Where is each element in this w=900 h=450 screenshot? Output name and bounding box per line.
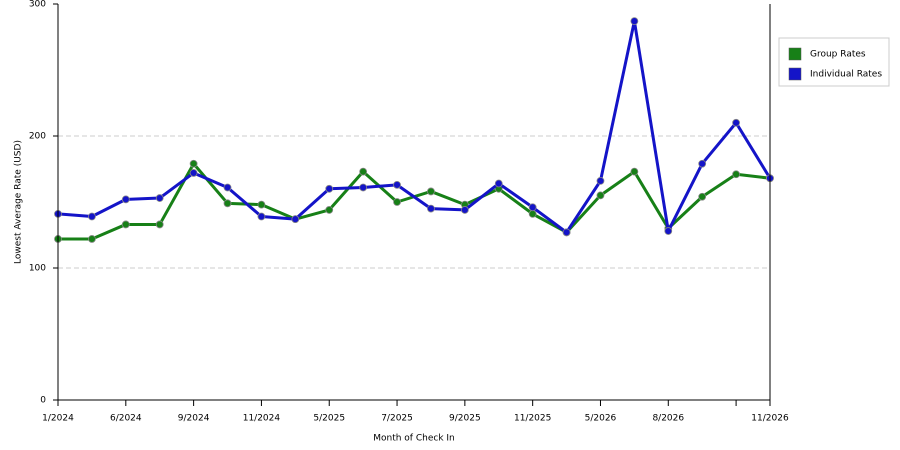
data-point: [223, 199, 232, 208]
series-line: [57, 19, 772, 234]
data-point: [88, 212, 96, 221]
data-point: [88, 235, 96, 243]
data-point: [630, 167, 639, 176]
data-point: [393, 198, 401, 206]
data-point: [359, 183, 368, 192]
x-tick-label: 6/2024: [110, 414, 142, 424]
data-point: [189, 159, 198, 168]
plot: [54, 17, 774, 243]
data-point: [596, 191, 605, 200]
data-point: [325, 206, 334, 214]
x-tick-label: 1/2024: [42, 414, 74, 424]
data-point: [596, 176, 605, 185]
x-tick-label: 9/2024: [178, 414, 210, 424]
data-point: [732, 170, 740, 179]
x-tick-label: 5/2025: [313, 414, 345, 424]
x-tick-label: 5/2026: [585, 414, 617, 424]
x-tick-label: 8/2026: [652, 414, 684, 424]
y-tick-label: 200: [29, 132, 46, 142]
legend-label: Individual Rates: [810, 70, 882, 80]
grid: [58, 135, 770, 269]
y-tick-label: 100: [29, 264, 46, 274]
data-point: [155, 220, 164, 229]
y-tick-label: 300: [29, 0, 46, 10]
x-tick-label: 9/2025: [449, 414, 481, 424]
data-point: [121, 195, 130, 204]
data-point: [291, 215, 300, 224]
data-point: [121, 220, 130, 229]
data-point: [257, 212, 266, 221]
x-tick-label: 7/2025: [381, 414, 413, 424]
data-point: [155, 194, 164, 202]
data-point: [528, 203, 537, 212]
data-point: [562, 228, 571, 237]
data-point: [664, 227, 673, 235]
data-point: [359, 167, 368, 176]
x-tick-label: 11/2024: [243, 414, 281, 424]
data-point: [427, 204, 435, 213]
legend-label: Group Rates: [810, 50, 866, 60]
legend-swatch: [788, 67, 802, 81]
data-point: [630, 17, 639, 26]
data-point: [257, 200, 266, 209]
data-point: [325, 184, 334, 193]
x-axis-title: Month of Check In: [373, 434, 455, 444]
data-point: [393, 180, 401, 189]
data-point: [189, 169, 198, 177]
y-tick-label: 0: [40, 396, 46, 406]
data-point: [494, 179, 503, 188]
data-point: [460, 206, 469, 214]
data-point: [223, 183, 232, 192]
y-axis-title: Lowest Average Rate (USD): [14, 140, 24, 264]
data-point: [427, 187, 435, 196]
data-point: [528, 209, 537, 218]
legend-swatch: [788, 47, 802, 61]
data-point: [698, 192, 707, 201]
x-tick-label: 11/2026: [751, 414, 789, 424]
x-tick-label: 11/2025: [514, 414, 551, 424]
data-point: [698, 159, 707, 168]
data-point: [732, 118, 740, 127]
